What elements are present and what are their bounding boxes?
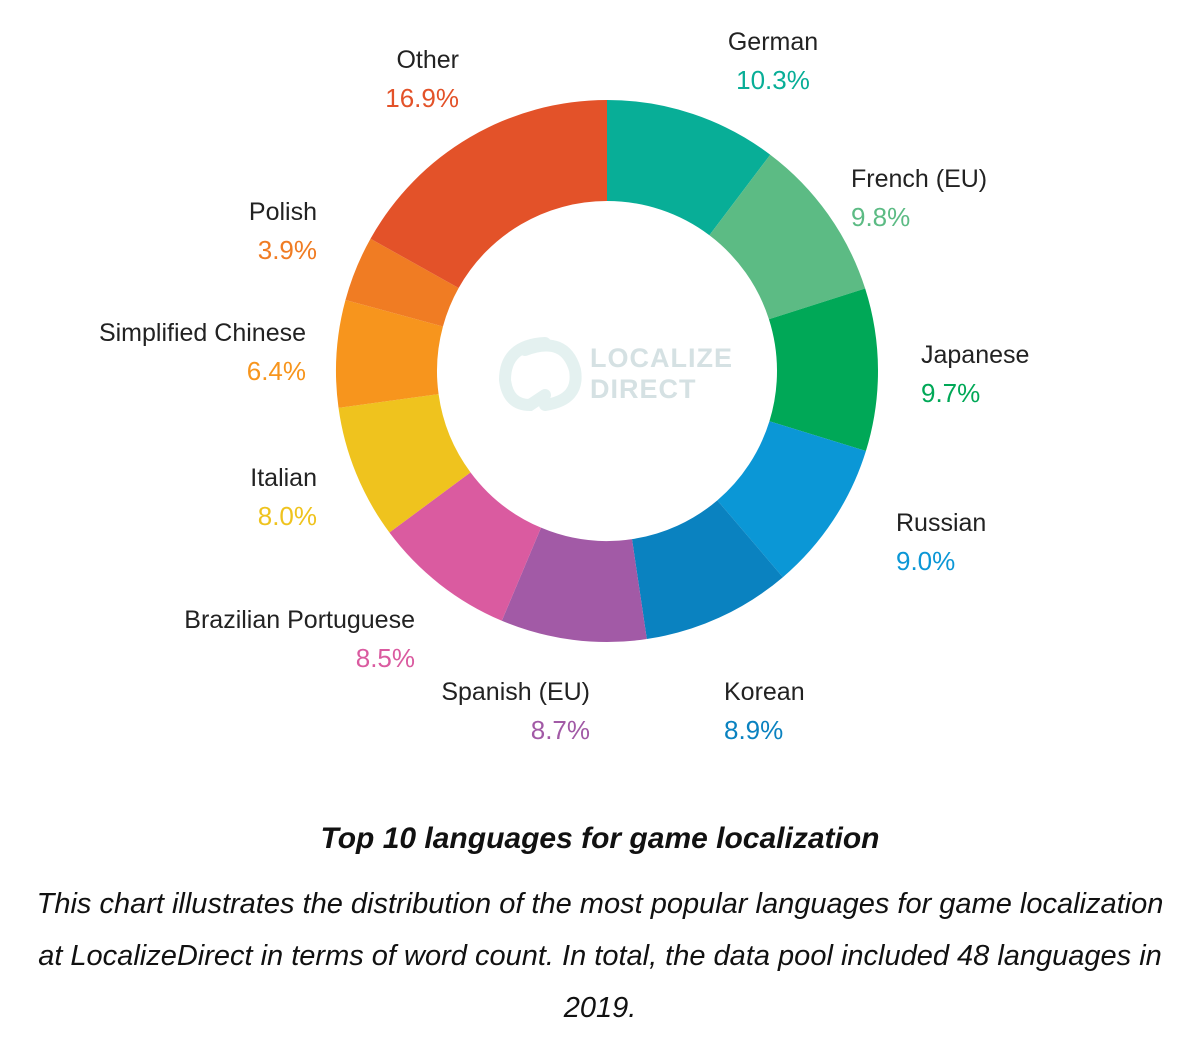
watermark-logo: LOCALIZE DIRECT — [498, 337, 733, 412]
slice-german — [607, 100, 771, 236]
slice-label: Spanish (EU) — [441, 678, 590, 706]
slice-value-label: 6.4% — [247, 356, 306, 386]
watermark-line-2: DIRECT — [590, 374, 697, 404]
slice-french-eu — [709, 154, 866, 320]
slice-label: Japanese — [921, 341, 1029, 369]
slice-value-label: 9.8% — [851, 202, 910, 232]
donut-chart: LOCALIZE DIRECT German 10.3% French (EU) 9.… — [99, 28, 1029, 745]
slice-spanish-eu — [501, 527, 647, 643]
slice-label: German — [728, 28, 818, 56]
slice-value-label: 10.3% — [736, 65, 810, 95]
slice-russian — [717, 421, 866, 578]
slice-polish — [345, 238, 459, 327]
slice-label: Polish — [249, 198, 317, 226]
slice-label: Other — [396, 46, 459, 74]
slice-italian — [338, 394, 471, 533]
watermark-line-1: LOCALIZE — [590, 343, 733, 373]
slice-value-label: 16.9% — [385, 83, 459, 113]
slice-label: French (EU) — [851, 165, 987, 193]
slice-value-label: 8.5% — [356, 643, 415, 673]
slice-value-label: 9.7% — [921, 378, 980, 408]
slice-label: Brazilian Portuguese — [184, 606, 415, 634]
slice-value-label: 8.0% — [258, 501, 317, 531]
slice-value-label: 8.7% — [531, 715, 590, 745]
slice-value-label: 3.9% — [258, 235, 317, 265]
slice-label: Korean — [724, 678, 805, 706]
slice-brazilian-portuguese — [389, 472, 542, 621]
slice-label: Russian — [896, 509, 986, 537]
slice-other — [370, 100, 607, 289]
donut-slices — [336, 100, 878, 643]
slice-labels: German 10.3% French (EU) 9.8% Japanese 9.7% Ru… — [99, 28, 1029, 745]
slice-label: Italian — [250, 464, 317, 492]
chart-caption-body: This chart illustrates the distribution … — [36, 888, 1164, 1024]
slice-korean — [631, 500, 783, 640]
slice-value-label: 8.9% — [724, 715, 783, 745]
slice-simplified-chinese — [336, 299, 443, 408]
slice-japanese — [768, 288, 878, 452]
chart-caption-title: Top 10 languages for game localization — [320, 822, 880, 855]
localize-direct-logo-icon — [498, 337, 582, 412]
slice-label: Simplified Chinese — [99, 319, 306, 347]
slice-value-label: 9.0% — [896, 546, 955, 576]
